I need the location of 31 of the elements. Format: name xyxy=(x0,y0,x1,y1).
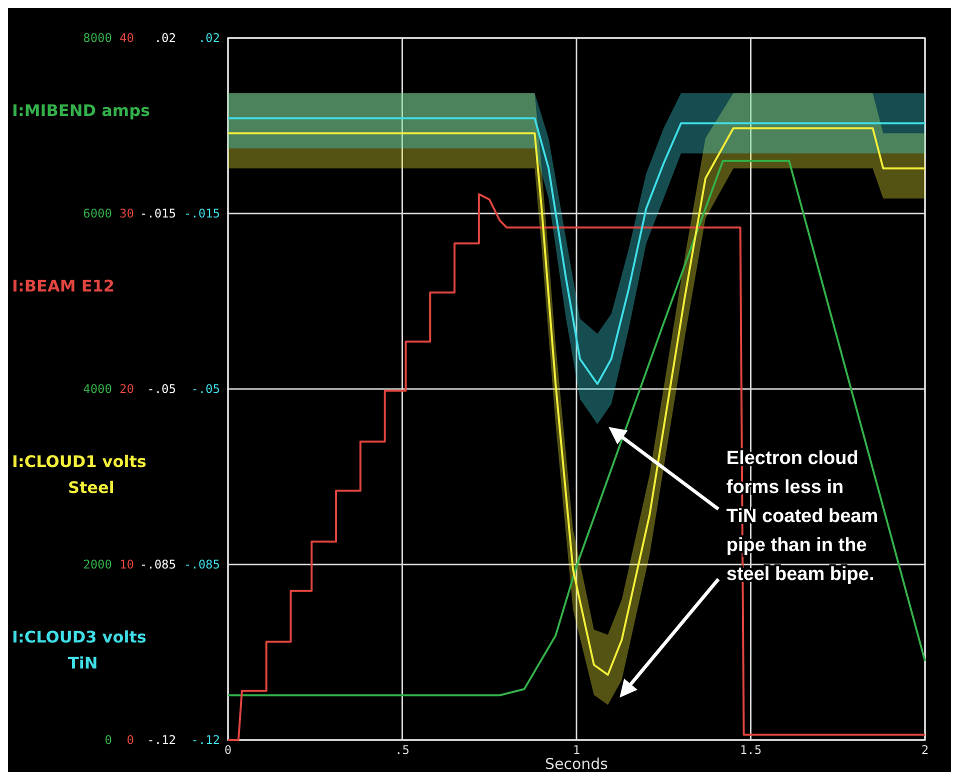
x-tick-label: .5 xyxy=(395,743,410,757)
y3-tick-label: -.015 xyxy=(140,206,176,220)
y2-tick-label: 10 xyxy=(120,558,134,572)
text: I:CLOUD3 volts TiN xyxy=(12,627,146,672)
text: I:BEAM E12 xyxy=(12,276,115,296)
y3-tick-label: -.05 xyxy=(147,382,176,396)
text: -.12 xyxy=(191,733,220,747)
y-tick-label: 8000 xyxy=(83,31,112,45)
x-tick-label: 1.5 xyxy=(740,743,762,757)
y2-tick-label: 30 xyxy=(120,206,134,220)
text: I:MIBEND amps xyxy=(12,100,150,120)
y2-tick-label: 20 xyxy=(120,382,134,396)
y2-tick-label: 0 xyxy=(126,733,134,747)
y-tick-label: 4000 xyxy=(83,382,112,396)
text: -.015 xyxy=(184,206,220,220)
text: I:CLOUD1 volts Steel xyxy=(12,452,146,497)
y-tick-label: 2000 xyxy=(83,558,112,572)
text: -.085 xyxy=(184,558,220,572)
x-tick-label: 1 xyxy=(572,743,580,757)
x-tick-label: 0 xyxy=(224,743,232,757)
text: -.05 xyxy=(191,382,220,396)
y3-tick-label: -.12 xyxy=(147,733,176,747)
text: .02 xyxy=(198,31,220,45)
y3-tick-label: -.085 xyxy=(140,558,176,572)
y-tick-label: 0 xyxy=(104,733,112,747)
x-tick-label: 2 xyxy=(921,743,929,757)
y3-tick-label: .02 xyxy=(154,31,176,45)
y-tick-label: 6000 xyxy=(83,206,112,220)
line-series xyxy=(227,117,926,385)
y2-tick-label: 40 xyxy=(120,31,134,45)
x-axis-title: Seconds xyxy=(544,755,608,773)
